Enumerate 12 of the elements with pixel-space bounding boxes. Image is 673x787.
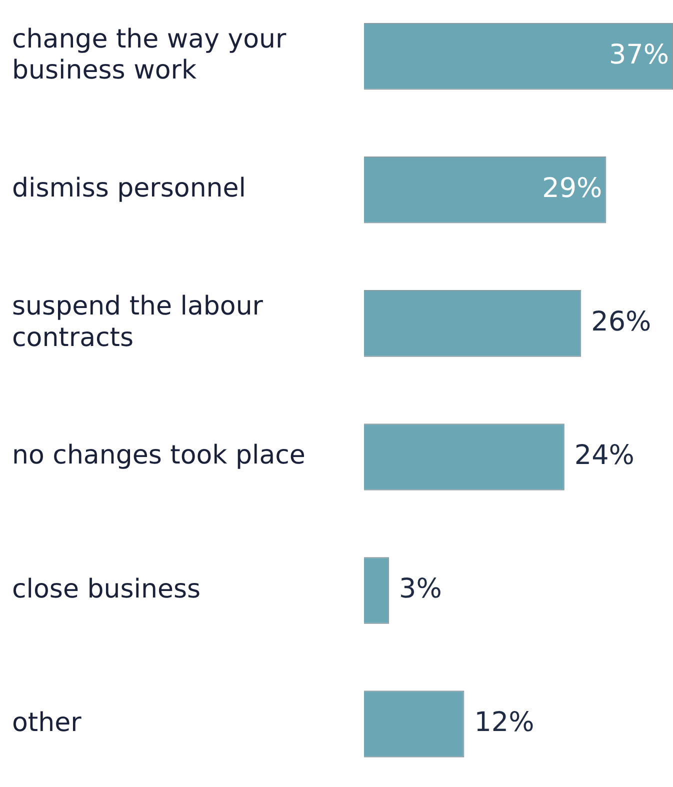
y-tick-label: change the way your business work — [12, 24, 287, 86]
y-tick-label: other — [12, 708, 82, 738]
data-label: 12% — [474, 707, 534, 738]
y-tick-label: suspend the labour contracts — [12, 292, 264, 353]
data-label: 26% — [591, 306, 652, 338]
data-label: 24% — [574, 440, 634, 471]
y-tick-label: no changes took place — [12, 440, 306, 471]
y-tick-label: close business — [12, 574, 201, 604]
data-label: 29% — [542, 172, 602, 204]
data-label: 3% — [399, 574, 442, 605]
y-tick-label: dismiss personnel — [12, 174, 246, 204]
data-label: 37% — [608, 39, 669, 70]
